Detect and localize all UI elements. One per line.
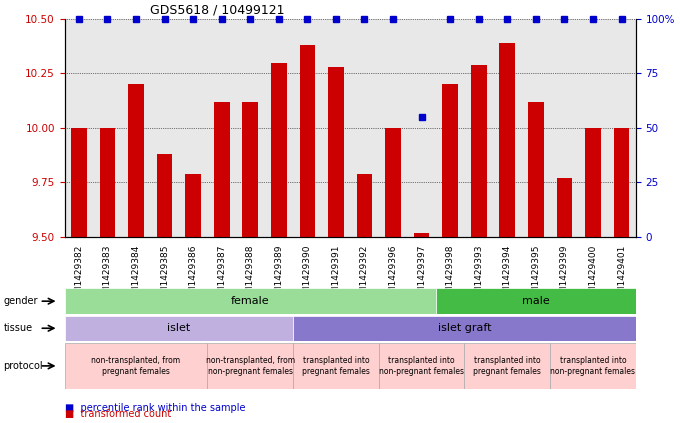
Bar — [185, 174, 201, 237]
Bar — [550, 343, 636, 389]
Text: non-transplanted, from
non-pregnant females: non-transplanted, from non-pregnant fema… — [205, 356, 295, 376]
Bar — [271, 63, 287, 237]
Bar — [413, 233, 430, 237]
Bar — [214, 102, 230, 237]
Bar — [293, 316, 636, 341]
Bar — [499, 43, 515, 237]
Bar — [528, 102, 544, 237]
Bar — [356, 174, 373, 237]
Text: transplanted into
pregnant females: transplanted into pregnant females — [302, 356, 370, 376]
Text: protocol: protocol — [3, 361, 43, 371]
Bar — [65, 316, 293, 341]
Text: transplanted into
pregnant females: transplanted into pregnant females — [473, 356, 541, 376]
Bar — [328, 67, 344, 237]
Bar — [471, 65, 487, 237]
Bar — [242, 102, 258, 237]
Text: transplanted into
non-pregnant females: transplanted into non-pregnant females — [379, 356, 464, 376]
Bar — [442, 85, 458, 237]
Bar — [156, 154, 173, 237]
Text: GDS5618 / 10499121: GDS5618 / 10499121 — [150, 3, 285, 16]
Text: ■  transformed count: ■ transformed count — [65, 409, 171, 419]
Bar — [556, 178, 573, 237]
Text: gender: gender — [3, 296, 38, 306]
Bar — [299, 45, 316, 237]
Text: non-transplanted, from
pregnant females: non-transplanted, from pregnant females — [91, 356, 181, 376]
Bar — [379, 343, 464, 389]
Bar — [464, 343, 550, 389]
Text: ■  percentile rank within the sample: ■ percentile rank within the sample — [65, 403, 245, 413]
Bar — [613, 128, 630, 237]
Text: transplanted into
non-pregnant females: transplanted into non-pregnant females — [551, 356, 635, 376]
Bar — [99, 128, 116, 237]
Text: female: female — [231, 296, 269, 306]
Bar — [385, 128, 401, 237]
Bar — [436, 288, 636, 314]
Bar — [71, 128, 87, 237]
Text: islet graft: islet graft — [438, 323, 491, 333]
Bar — [207, 343, 293, 389]
Bar — [293, 343, 379, 389]
Bar — [65, 343, 207, 389]
Bar — [65, 288, 436, 314]
Bar — [585, 128, 601, 237]
Text: islet: islet — [167, 323, 190, 333]
Text: tissue: tissue — [3, 323, 33, 333]
Text: male: male — [522, 296, 549, 306]
Bar — [128, 85, 144, 237]
